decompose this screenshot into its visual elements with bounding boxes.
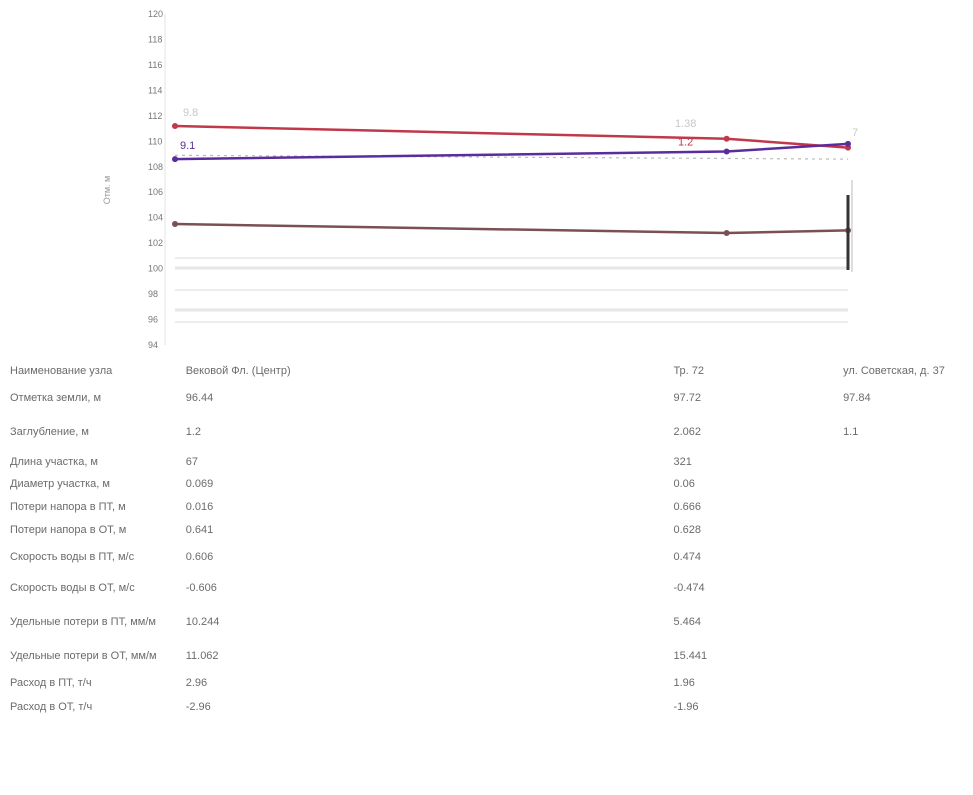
series-point [723,229,730,236]
data-label: 9.1 [180,140,195,152]
row-label: Наименование узла [10,364,113,377]
row-label: Заглубление, м [10,425,89,438]
table-row: Отметка земли, м 96.44 97.72 97.84 [10,384,973,412]
data-label: 7 [852,127,858,139]
row-label: Расход в ОТ, т/ч [10,700,93,713]
table-row: Удельные потери в ПТ, мм/м 10.244 5.464 [10,604,973,640]
y-tick-label: 98 [148,289,158,299]
y-tick-label: 100 [148,264,163,274]
y-tick-label: 114 [148,85,162,95]
value-node-2: 0.474 [673,550,701,563]
value-node-2: 0.666 [673,500,701,513]
table-row: Наименование узла Вековой Фл. (Центр) Тр. … [10,358,973,384]
table-row: Расход в ПТ, т/ч 2.96 1.96 [10,672,973,694]
series-point [172,156,178,163]
y-tick-label: 120 [148,9,163,19]
table-row: Длина участка, м 67 321 [10,452,973,472]
row-label: Скорость воды в ПТ, м/с [10,550,135,563]
value-node-2: 5.464 [673,615,701,628]
value-node-1: 1.2 [185,425,202,438]
y-tick-label: 96 [148,315,158,325]
value-node-3 [843,672,973,694]
series-line [174,124,849,149]
y-tick-label: 108 [148,162,163,172]
value-node-1: 96.44 [185,391,214,404]
value-node-3 [843,452,973,472]
y-tick-label: 94 [148,340,158,350]
value-node-1: -2.96 [185,700,211,713]
value-node-3: ул. Советская, д. 37 [843,364,945,377]
series-point [845,140,851,147]
value-node-3: 97.84 [843,391,871,404]
value-node-1: 0.641 [185,523,214,536]
row-label: Потери напора в ОТ, м [10,523,127,536]
value-node-2: 0.628 [673,523,701,536]
row-label: Расход в ПТ, т/ч [10,676,92,689]
value-node-1: -0.606 [185,581,217,594]
table-row: Скорость воды в ПТ, м/с 0.606 0.474 [10,542,973,572]
value-node-2: 321 [673,455,692,468]
value-node-3 [843,472,973,496]
series-line [174,222,849,235]
value-node-3 [843,542,973,572]
value-node-2: 1.96 [673,676,695,689]
value-node-3 [843,572,973,604]
value-node-2: 97.72 [673,391,701,404]
value-node-2: 2.062 [673,425,701,438]
value-node-1: 67 [185,455,198,468]
table-row: Потери напора в ПТ, м 0.016 0.666 [10,496,973,518]
value-node-3 [843,694,973,720]
row-label: Потери напора в ПТ, м [10,500,126,513]
y-tick-label: 110 [148,136,162,146]
reference-dotted-line [174,154,849,160]
row-label: Удельные потери в ПТ, мм/м [10,615,156,628]
value-node-1: 10.244 [185,615,220,628]
value-node-2: Тр. 72 [673,364,705,377]
chart-svg: 94 96 98 100 102 104 106 108 110 112 114 116 118 120 О… [102,9,858,350]
value-node-1: Вековой Фл. (Центр) [185,364,291,377]
row-label: Диаметр участка, м [10,477,110,490]
data-label: 1.2 [678,136,693,148]
series-point [172,221,178,228]
y-tick-label: 104 [148,213,163,223]
data-label: 9.8 [183,107,198,119]
table-row: Расход в ОТ, т/ч -2.96 -1.96 [10,694,973,720]
y-tick-label: 118 [148,34,162,44]
parameters-table: Наименование узла Вековой Фл. (Центр) Тр. … [10,358,973,720]
value-node-3 [843,640,973,672]
table-row: Удельные потери в ОТ, мм/м 11.062 15.441 [10,640,973,672]
value-node-2: -0.474 [673,581,705,594]
value-node-2: 0.06 [673,477,695,490]
value-node-1: 11.062 [185,649,219,662]
table-row: Диаметр участка, м 0.069 0.06 [10,472,973,496]
y-axis-label: Отм. м [102,176,112,205]
value-node-1: 0.606 [185,550,214,563]
series-point [723,135,730,142]
row-label: Отметка земли, м [10,391,102,404]
value-node-1: 2.96 [185,676,208,689]
row-label: Удельные потери в ОТ, мм/м [10,649,157,662]
y-tick-label: 106 [148,187,163,197]
row-label: Длина участка, м [10,455,98,468]
value-node-3 [843,518,973,542]
y-tick-label: 116 [148,60,162,70]
y-tick-label: 102 [148,238,163,248]
value-node-3: 1.1 [843,425,859,438]
value-node-1: 0.016 [185,500,214,513]
series-point [723,148,730,155]
value-node-2: 15.441 [673,649,708,662]
y-tick-label: 112 [148,111,162,121]
table-row: Скорость воды в ОТ, м/с -0.606 -0.474 [10,572,973,604]
row-label: Скорость воды в ОТ, м/с [10,581,135,594]
value-node-3 [843,496,973,518]
data-label: 1.38 [675,118,696,130]
series-point [172,123,178,130]
table-row: Потери напора в ОТ, м 0.641 0.628 [10,518,973,542]
value-node-2: -1.96 [673,700,699,713]
profile-chart: 94 96 98 100 102 104 106 108 110 112 114 116 118 120 О… [0,0,973,360]
value-node-1: 0.069 [185,477,214,490]
table-row: Заглубление, м 1.2 2.062 1.1 [10,412,973,452]
value-node-3 [843,604,973,640]
